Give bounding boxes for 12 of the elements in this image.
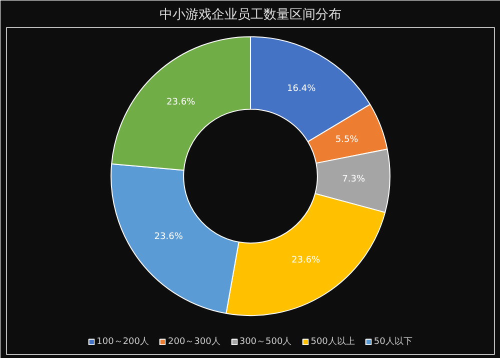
data-label: 16.4%: [287, 84, 316, 94]
legend-label: 300～500人: [239, 336, 292, 348]
data-label: 23.6%: [154, 232, 184, 242]
legend-label: 100～200人: [96, 336, 149, 348]
data-label: 5.5%: [335, 135, 359, 146]
data-label: 23.6%: [166, 97, 196, 108]
legend-label: 200～300人: [168, 336, 220, 348]
data-label: 7.3%: [342, 174, 366, 185]
data-label: 23.6%: [291, 256, 321, 266]
chart-title: 中小游戏企业员工数量区间分布: [160, 8, 342, 22]
legend-label: 500人以上: [310, 336, 355, 348]
legend-label: 50人以下: [374, 336, 412, 348]
